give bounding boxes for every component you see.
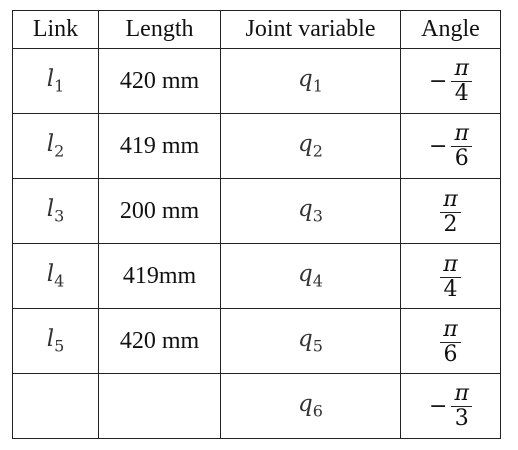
- math-variable: q4: [298, 261, 323, 291]
- fraction-numerator: π: [451, 122, 472, 147]
- variable-base: l: [46, 261, 55, 288]
- fraction-numerator: π: [451, 382, 472, 407]
- variable-base: l: [46, 131, 55, 158]
- variable-base: l: [46, 326, 55, 353]
- fraction-sign: −: [429, 393, 448, 419]
- length-cell: 420 mm: [98, 308, 221, 374]
- table-row: l1 420 mm q1− π 4: [12, 48, 501, 114]
- variable-base: l: [46, 196, 55, 223]
- math-variable: l2: [46, 131, 65, 161]
- link-cell: [12, 373, 99, 439]
- variable-subscript: 5: [312, 336, 323, 356]
- math-variable: q2: [298, 131, 323, 161]
- header-cell: Joint variable: [220, 10, 401, 49]
- fraction-denominator: 4: [454, 80, 469, 106]
- link-cell: l3: [12, 178, 99, 244]
- joint-cell: q3: [220, 178, 401, 244]
- variable-base: l: [46, 66, 55, 93]
- table-row: q6 − π 3: [12, 373, 501, 439]
- fraction: − π 4: [429, 57, 472, 106]
- angle-cell: − π 4: [400, 48, 501, 114]
- angle-cell: − π 6: [400, 113, 501, 179]
- header-row: Link Length Joint variable Angle: [12, 10, 501, 49]
- variable-subscript: 1: [54, 76, 65, 96]
- link-cell: l1: [12, 48, 99, 114]
- length-cell: 419mm: [98, 243, 221, 309]
- header-cell: Link: [12, 10, 99, 49]
- math-variable: l5: [46, 326, 65, 356]
- fraction-numerator: π: [440, 188, 461, 213]
- fraction-numerator: π: [440, 253, 461, 278]
- fraction-numerator: π: [451, 57, 472, 82]
- variable-base: q: [298, 326, 313, 353]
- variable-subscript: 3: [312, 206, 323, 226]
- variable-base: q: [298, 391, 313, 418]
- fraction-denominator: 2: [443, 211, 458, 237]
- math-variable: q5: [298, 326, 323, 356]
- variable-subscript: 2: [312, 141, 323, 161]
- length-cell: 419 mm: [98, 113, 221, 179]
- variable-subscript: 1: [312, 76, 323, 96]
- length-cell: [98, 373, 221, 439]
- link-cell: l5: [12, 308, 99, 374]
- variable-base: q: [298, 196, 313, 223]
- angle-cell: − π 3: [400, 373, 501, 439]
- variable-base: q: [298, 66, 313, 93]
- table-row: l3 200 mm q3 π 2: [12, 178, 501, 244]
- joint-cell: q5: [220, 308, 401, 374]
- joint-cell: q4: [220, 243, 401, 309]
- length-cell: 420 mm: [98, 48, 221, 114]
- fraction-numerator: π: [440, 318, 461, 343]
- joint-cell: q2: [220, 113, 401, 179]
- variable-base: q: [298, 131, 313, 158]
- fraction: − π 6: [429, 122, 472, 171]
- math-variable: q1: [298, 66, 323, 96]
- fraction: − π 3: [429, 382, 472, 431]
- math-variable: l3: [46, 196, 65, 226]
- table-row: l5 420 mm q5 π 6: [12, 308, 501, 374]
- header-cell: Length: [98, 10, 221, 49]
- length-cell: 200 mm: [98, 178, 221, 244]
- variable-base: q: [298, 261, 313, 288]
- variable-subscript: 5: [54, 336, 65, 356]
- joint-cell: q6: [220, 373, 401, 439]
- header-cell: Angle: [400, 10, 501, 49]
- joint-cell: q1: [220, 48, 401, 114]
- variable-subscript: 6: [312, 401, 323, 421]
- table-row: l2 419 mm q2− π 6: [12, 113, 501, 179]
- fraction-sign: −: [429, 68, 448, 94]
- fraction-denominator: 6: [443, 341, 458, 367]
- table-row: l4 419mm q4 π 4: [12, 243, 501, 309]
- fraction-denominator: 4: [443, 276, 458, 302]
- table: Link Length Joint variable Angle l1 420 mm q1…: [12, 10, 501, 439]
- variable-subscript: 2: [54, 141, 65, 161]
- math-variable: l4: [46, 261, 65, 291]
- link-cell: l2: [12, 113, 99, 179]
- link-cell: l4: [12, 243, 99, 309]
- fraction-sign: −: [429, 133, 448, 159]
- fraction-denominator: 3: [454, 405, 469, 431]
- variable-subscript: 4: [312, 271, 323, 291]
- fraction-denominator: 6: [454, 145, 469, 171]
- math-variable: l1: [46, 66, 65, 96]
- math-variable: q6: [298, 391, 323, 421]
- variable-subscript: 3: [54, 206, 65, 226]
- variable-subscript: 4: [54, 271, 65, 291]
- table-body: l1 420 mm q1− π 4 l2 419 mm q2− π 6 l3 200 mm q3 π 2 l4…: [12, 48, 501, 439]
- math-variable: q3: [298, 196, 323, 226]
